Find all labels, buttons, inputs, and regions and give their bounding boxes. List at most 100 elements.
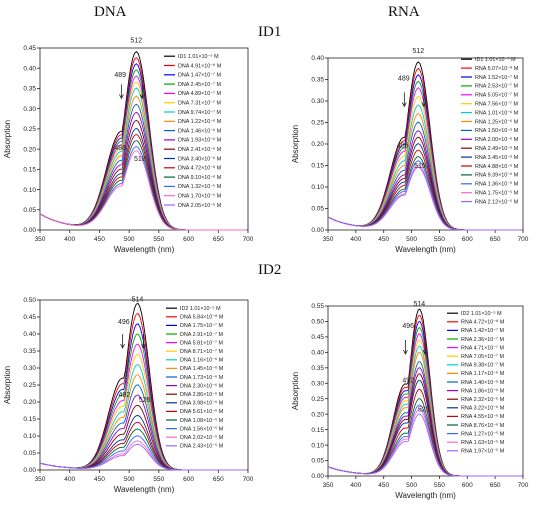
y-tick-label: 0.10	[311, 184, 324, 191]
series-line	[39, 150, 247, 231]
x-tick-label: 700	[518, 236, 529, 243]
legend-entry: RNA 2.32×10⁻⁶ M	[461, 397, 505, 403]
legend-entry: DNA 1.32×10⁻⁵ M	[178, 184, 222, 190]
legend-entry: RNA 7.56×10⁻⁷ M	[475, 102, 519, 108]
y-tick-label: 0.55	[311, 303, 324, 310]
x-axis-label: Wavelength (nm)	[114, 245, 175, 254]
x-tick-label: 550	[153, 236, 164, 243]
down-arrow-icon	[141, 334, 146, 349]
x-tick-label: 350	[35, 236, 46, 243]
legend-entry: RNA 2.36×10⁻⁷ M	[461, 337, 505, 343]
legend-entry: ID2 1.01×10⁻⁵ M	[461, 311, 502, 317]
y-tick-label: 0.05	[23, 207, 36, 214]
peak-annotation: 496	[118, 319, 130, 326]
legend-entry: DNA 9.10×10⁻⁶ M	[178, 175, 222, 181]
id1-heading: ID1	[258, 24, 282, 40]
peak-annotation: 512	[412, 48, 424, 55]
x-tick-label: 650	[213, 236, 224, 243]
peak-annotation: 486	[397, 142, 409, 149]
legend-entry: RNA 4.71×10⁻⁷ M	[461, 345, 505, 351]
legend-entry: RNA 1.17×10⁻⁶ M	[461, 371, 505, 377]
legend-entry: DNA 2.41×10⁻⁶ M	[178, 147, 222, 153]
x-tick-label: 450	[94, 476, 105, 483]
peak-annotation: 496	[402, 323, 414, 330]
legend-entry: RNA 2.00×10⁻⁶ M	[475, 137, 519, 143]
x-tick-label: 600	[183, 476, 194, 483]
peak-annotation: 515	[414, 163, 426, 170]
legend-entry: DNA 1.70×10⁻⁵ M	[178, 194, 222, 200]
axes: 350 400 450 500 550 600 650 700 0.00 0.05 0.10 0.15…	[291, 55, 529, 254]
down-arrow-icon	[401, 92, 407, 108]
id2-heading: ID2	[258, 262, 282, 278]
legend-entry: RNA 3.45×10⁻⁶ M	[475, 155, 519, 161]
y-tick-label: 0.05	[23, 450, 36, 457]
x-axis-label: Wavelength (nm)	[395, 491, 456, 500]
down-arrow-icon	[139, 84, 145, 100]
legend-entry: DNA 7.31×10⁻⁷ M	[178, 101, 222, 107]
x-tick-label: 350	[35, 476, 46, 483]
y-tick-label: 0.10	[23, 433, 36, 440]
legend-entry: RNA 4.88×10⁻⁶ M	[475, 164, 519, 170]
y-tick-label: 0.25	[311, 120, 324, 127]
y-tick-label: 0.30	[23, 106, 36, 113]
peak-annotation: 489	[398, 75, 410, 82]
y-tick-label: 0.25	[23, 382, 36, 389]
annotations: 489 512 486 515	[397, 48, 427, 170]
legend-entry: DNA 2.30×10⁻⁶ M	[180, 383, 224, 389]
legend-entry: RNA 1.63×10⁻⁵ M	[461, 440, 505, 446]
y-tick-label: 0.45	[23, 314, 36, 321]
y-tick-label: 0.40	[311, 55, 324, 62]
legend-entry: RNA 9.39×10⁻⁶ M	[475, 173, 519, 179]
x-tick-label: 700	[518, 482, 529, 489]
dna-heading: DNA	[94, 4, 127, 20]
legend-entry: RNA 1.52×10⁻⁷ M	[475, 75, 519, 81]
legend-entry: DNA 1.93×10⁻⁶ M	[178, 138, 222, 144]
series-line	[327, 413, 522, 477]
peak-annotation: 518	[134, 156, 146, 163]
y-tick-label: 0.15	[23, 416, 36, 423]
legend-entry: RNA 4.55×10⁻⁶ M	[461, 414, 505, 420]
y-tick-label: 0.15	[311, 427, 324, 434]
legend-entry: ID1 1.01×10⁻⁵ M	[475, 57, 516, 63]
x-tick-label: 500	[124, 236, 135, 243]
y-tick-label: 0.40	[311, 350, 324, 357]
down-arrow-icon	[422, 340, 428, 355]
legend-entry: DNA 9.74×10⁻⁷ M	[178, 110, 222, 116]
curves	[327, 61, 522, 231]
plot-frame	[327, 305, 524, 477]
peak-annotation: 512	[130, 38, 142, 45]
legend-entry: DNA 4.72×10⁻⁶ M	[178, 166, 222, 172]
x-tick-label: 500	[406, 236, 417, 243]
x-tick-label: 400	[64, 476, 75, 483]
peak-annotation: 486	[114, 145, 126, 152]
legend: ID1 1.01×10⁻⁵ M DNA 4.91×10⁻⁸ M DNA 1.47×1…	[164, 54, 222, 209]
y-tick-label: 0.15	[23, 167, 36, 174]
x-tick-label: 450	[94, 236, 105, 243]
legend-entry: DNA 1.73×10⁻⁶ M	[180, 375, 224, 381]
y-axis-label: Absorption	[3, 366, 12, 404]
legend-entry: RNA 8.76×10⁻⁶ M	[461, 423, 505, 429]
y-tick-label: 0.25	[23, 126, 36, 133]
x-tick-label: 550	[434, 482, 445, 489]
legend-entry: RNA 2.49×10⁻⁶ M	[475, 146, 519, 152]
x-tick-label: 450	[378, 236, 389, 243]
y-tick-label: 0.10	[23, 187, 36, 194]
x-tick-label: 400	[350, 482, 361, 489]
y-tick-label: 0.45	[23, 45, 36, 52]
legend-entry: DNA 3.40×10⁻⁶ M	[178, 156, 222, 162]
curves	[39, 302, 247, 471]
y-tick-label: 0.30	[311, 380, 324, 387]
down-arrow-icon	[403, 340, 408, 355]
y-tick-label: 0.20	[311, 411, 324, 418]
x-tick-label: 500	[124, 476, 135, 483]
legend-entry: DNA 2.43×10⁻⁵ M	[180, 444, 224, 450]
y-tick-label: 0.40	[23, 331, 36, 338]
axes: 350 400 450 500 550 600 650 700 0.00 0.05 0.10 0.15…	[3, 297, 254, 494]
y-tick-label: 0.20	[23, 146, 36, 153]
y-tick-label: 0.00	[311, 473, 324, 480]
legend: ID1 1.01×10⁻⁵ M RNA 5.07×10⁻⁸ M RNA 1.52×1…	[461, 57, 519, 205]
chart-id1-dna: 350 400 450 500 550 600 650 700 0.00 0.05 0.10 0.15…	[3, 38, 254, 254]
x-tick-label: 700	[243, 236, 254, 243]
legend-entry: RNA 4.72×10⁻⁸ M	[461, 320, 505, 326]
peak-annotation: 492	[402, 378, 414, 385]
